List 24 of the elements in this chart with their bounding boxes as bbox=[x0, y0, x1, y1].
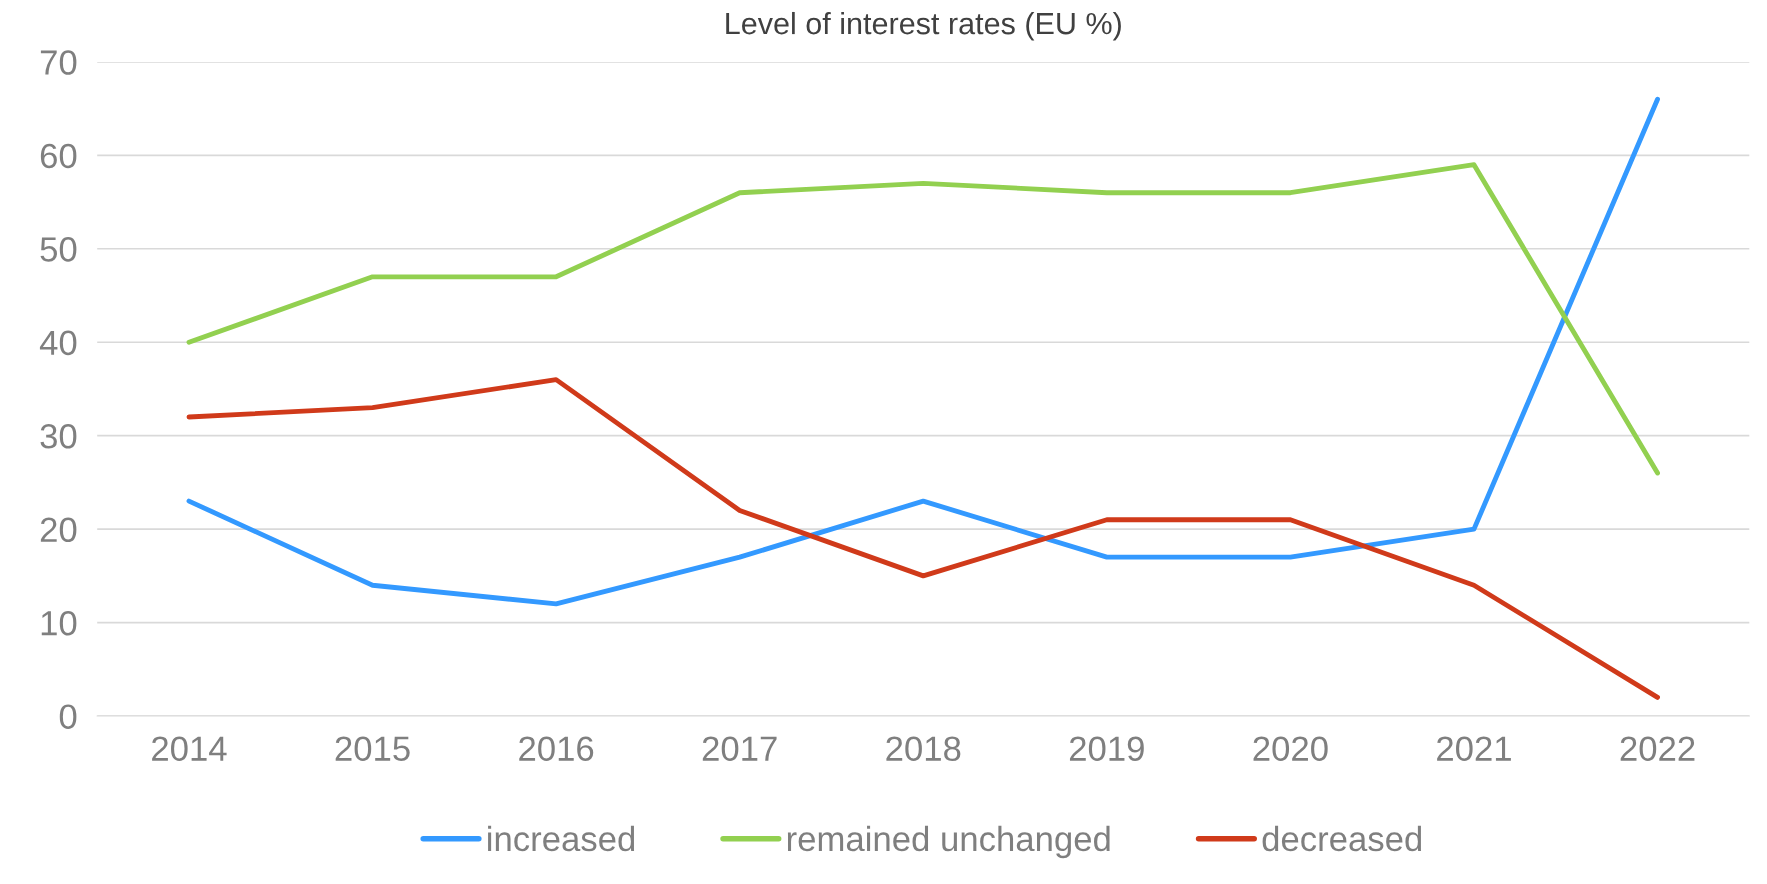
chart-title: Level of interest rates (EU %) bbox=[726, 11, 1121, 41]
line-series bbox=[186, 377, 1660, 700]
x-tick-label: 2022 bbox=[1620, 736, 1695, 761]
y-tick-label: 50 bbox=[40, 237, 77, 262]
legend-label: increased bbox=[488, 825, 635, 852]
y-tick-label: 70 bbox=[40, 50, 77, 75]
x-tick-label: 2017 bbox=[702, 736, 777, 761]
y-tick-label: 60 bbox=[40, 143, 77, 169]
y-tick-label: 40 bbox=[39, 330, 77, 356]
x-tick-label: 2019 bbox=[1069, 736, 1144, 761]
line-series bbox=[186, 96, 1660, 607]
legend-label: remained unchanged bbox=[787, 825, 1110, 859]
x-tick-label: 2020 bbox=[1253, 736, 1328, 761]
x-tick-label: 2014 bbox=[152, 736, 227, 761]
line-series bbox=[186, 162, 1660, 476]
y-tick-label: 10 bbox=[41, 610, 77, 636]
y-tick-label: 0 bbox=[59, 704, 77, 729]
x-tick-label: 2015 bbox=[335, 736, 410, 761]
y-tick-label: 30 bbox=[40, 424, 77, 449]
x-tick-label: 2021 bbox=[1437, 736, 1511, 761]
x-tick-label: 2018 bbox=[886, 736, 961, 761]
x-tick-label: 2016 bbox=[519, 736, 594, 761]
y-tick-label: 20 bbox=[40, 517, 77, 543]
legend-label: decreased bbox=[1262, 825, 1422, 852]
